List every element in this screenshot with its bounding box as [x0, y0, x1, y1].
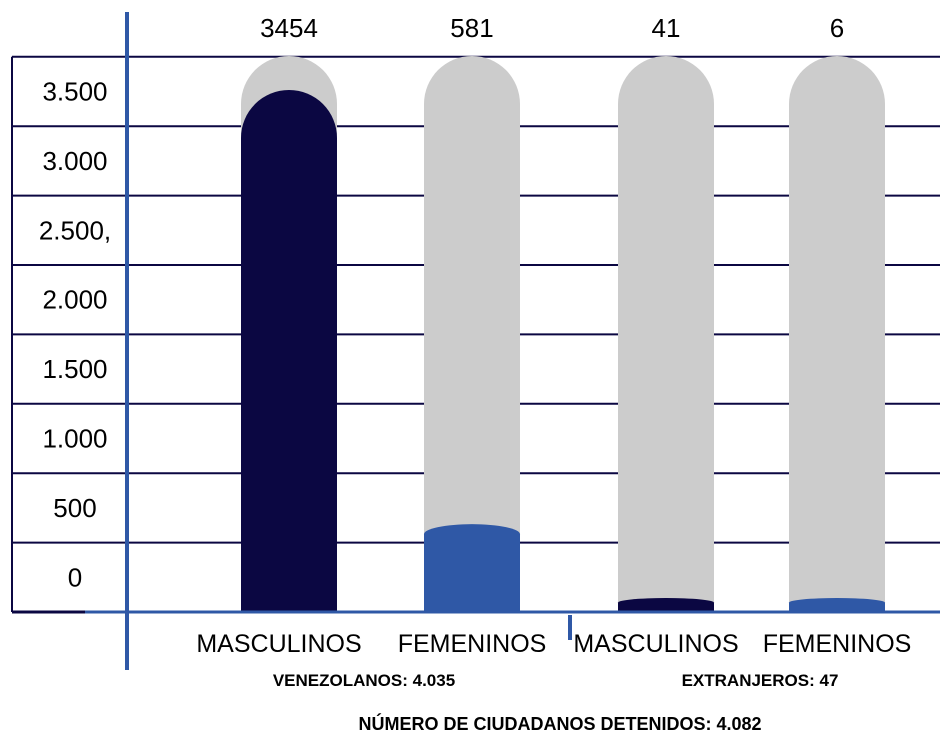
y-tick-label: 1.500 [42, 354, 107, 384]
axes [85, 12, 940, 670]
bar-background [789, 56, 885, 612]
category-label: FEMENINOS [763, 630, 912, 658]
bar [789, 598, 885, 612]
labels: 0 500 1.000 1.500 2.000 2.500, 3.000 3.500 3454 M… [39, 13, 911, 734]
category-label: MASCULINOS [573, 630, 738, 658]
bar-background [618, 56, 714, 612]
bar-value-label: 581 [450, 13, 493, 43]
y-tick-label: 2.500, [39, 215, 111, 245]
bar [241, 89, 337, 612]
category-label: MASCULINOS [196, 630, 361, 658]
group-label: VENEZOLANOS: 4.035 [273, 671, 455, 690]
total-label: NÚMERO DE CIUDADANOS DETENIDOS: 4.082 [358, 713, 761, 734]
y-tick-label: 3.000 [42, 146, 107, 176]
bar-value-label: 6 [830, 13, 844, 43]
bar-value-label: 41 [652, 13, 681, 43]
category-label: FEMENINOS [398, 630, 547, 658]
y-tick-label: 2.000 [42, 285, 107, 315]
bar-background [424, 56, 520, 612]
bar [424, 524, 520, 612]
y-tick-label: 1.000 [42, 424, 107, 454]
y-tick-label: 3.500 [42, 77, 107, 107]
y-tick-label: 0 [68, 562, 82, 592]
group-label: EXTRANJEROS: 47 [682, 671, 839, 690]
bar-value-label: 3454 [260, 13, 318, 43]
y-tick-label: 500 [53, 493, 96, 523]
bars [241, 56, 885, 612]
bar [618, 598, 714, 612]
